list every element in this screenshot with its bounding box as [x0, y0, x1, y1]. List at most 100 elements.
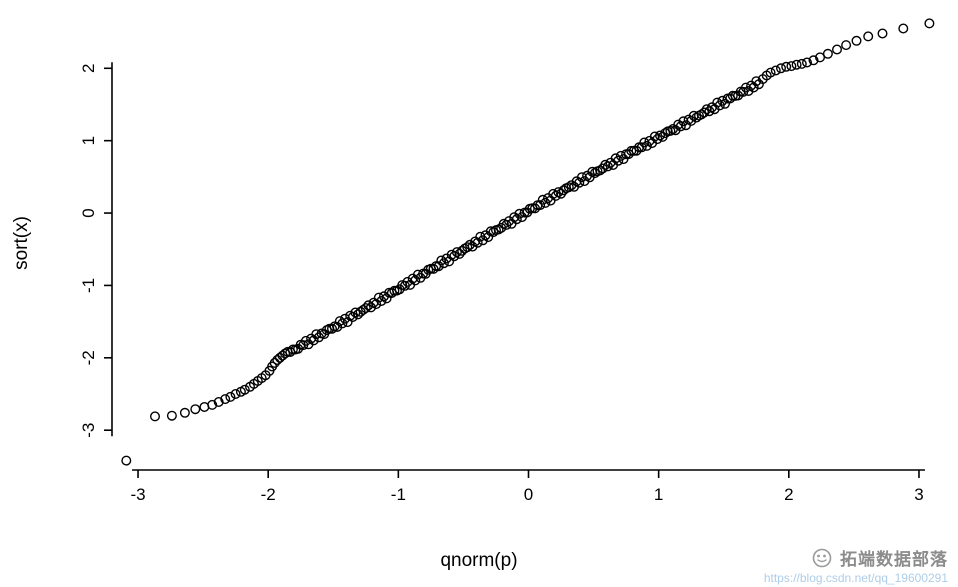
data-point [675, 121, 686, 132]
data-point [166, 410, 177, 421]
data-point [308, 335, 319, 346]
data-point [488, 227, 499, 238]
data-point [149, 411, 160, 422]
data-point [791, 59, 802, 70]
data-point [610, 153, 621, 164]
data-point [618, 154, 629, 165]
data-point [280, 348, 291, 359]
data-point [863, 31, 874, 42]
data-point [851, 35, 862, 46]
data-point [636, 142, 647, 153]
data-point [600, 159, 611, 170]
data-point [511, 214, 522, 225]
data-point [386, 288, 397, 299]
data-point [898, 23, 909, 34]
data-point [796, 58, 807, 69]
data-point [190, 404, 201, 415]
data-point [444, 256, 455, 267]
data-point [701, 104, 712, 115]
data-point [770, 65, 781, 76]
data-point [673, 119, 684, 130]
data-point [436, 255, 447, 266]
data-point [558, 185, 569, 196]
data-point [454, 248, 465, 259]
y-tick-label: -3 [79, 423, 98, 438]
data-point [841, 40, 852, 51]
data-point [269, 357, 280, 368]
data-point [743, 85, 754, 96]
data-point [493, 224, 504, 235]
data-point [371, 299, 382, 310]
x-tick-label: 1 [654, 485, 663, 504]
y-tick-label: -1 [79, 278, 98, 293]
data-point [822, 48, 833, 59]
data-point [786, 61, 797, 72]
data-point [334, 316, 345, 327]
data-point [535, 200, 546, 211]
data-point [595, 165, 606, 176]
data-point [808, 55, 819, 66]
data-point [765, 67, 776, 78]
y-tick-label: -2 [79, 350, 98, 365]
data-point [121, 455, 132, 466]
data-point [220, 394, 231, 405]
data-point [462, 242, 473, 253]
data-point [360, 303, 371, 314]
data-point [665, 125, 676, 136]
data-point [207, 399, 218, 410]
data-point [230, 389, 241, 400]
y-tick-label: 1 [79, 136, 98, 145]
data-point [924, 18, 935, 29]
moon-panda-logo-icon [811, 547, 833, 569]
data-point [589, 168, 600, 179]
data-point [472, 237, 483, 248]
data-point [686, 115, 697, 126]
data-point [641, 140, 652, 151]
x-tick-label: -1 [391, 485, 406, 504]
x-tick-label: -2 [261, 485, 276, 504]
data-point [540, 197, 551, 208]
watermark: 拓端数据部落 https://blog.csdn.net/qq_19600291 [764, 545, 948, 585]
data-point [433, 261, 444, 272]
data-point [509, 212, 520, 223]
data-point [179, 407, 190, 418]
data-point [477, 235, 488, 246]
data-point [699, 107, 710, 118]
y-axis-label: sort(x) [11, 216, 32, 270]
data-point [815, 52, 826, 63]
data-point [239, 384, 250, 395]
data-point [537, 194, 548, 205]
data-point [530, 203, 541, 214]
data-point [342, 317, 353, 328]
data-point [381, 293, 392, 304]
data-point [781, 61, 792, 72]
data-point [720, 98, 731, 109]
data-point [548, 188, 559, 199]
data-point [691, 112, 702, 123]
data-point [327, 323, 338, 334]
data-point [553, 187, 564, 198]
x-axis-label: qnorm(p) [440, 550, 518, 571]
data-point [574, 177, 585, 188]
watermark-brand-text: 拓端数据部落 [840, 550, 948, 569]
data-point [660, 128, 671, 139]
y-tick-label: 2 [79, 64, 98, 73]
data-point [428, 263, 439, 274]
x-tick-label: 2 [784, 485, 793, 504]
data-point [410, 275, 421, 286]
x-tick-label: -3 [130, 485, 145, 504]
data-point [751, 76, 762, 87]
x-tick-label: 3 [914, 485, 923, 504]
data-point [287, 344, 298, 355]
data-point [563, 182, 574, 193]
data-point [748, 82, 759, 93]
data-point [832, 44, 843, 55]
data-point [877, 28, 888, 39]
data-point [649, 131, 660, 142]
data-point [776, 63, 787, 74]
data-point [802, 57, 813, 68]
data-point [213, 397, 224, 408]
y-tick-label: 0 [79, 208, 98, 217]
